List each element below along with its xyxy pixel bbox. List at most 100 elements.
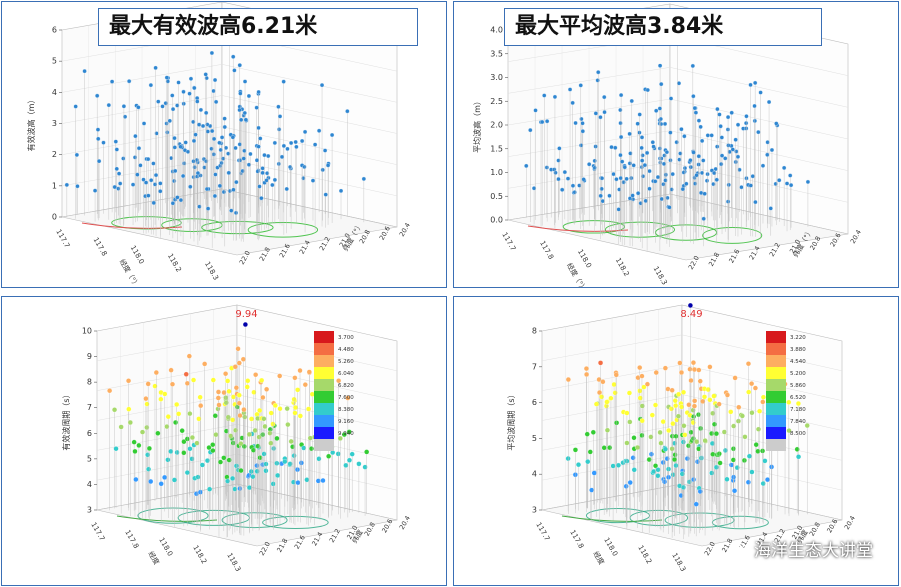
data-point	[209, 146, 214, 151]
data-point	[212, 77, 218, 83]
legend-label: 8.500	[790, 431, 806, 437]
data-point	[698, 425, 704, 431]
data-point	[202, 361, 208, 367]
x-tick-label: 118.3	[670, 552, 687, 573]
data-point	[579, 116, 584, 122]
data-point	[153, 369, 159, 376]
data-point	[705, 387, 711, 393]
data-point	[230, 394, 237, 400]
data-point	[160, 104, 165, 109]
data-point	[707, 364, 713, 370]
data-point	[581, 177, 586, 182]
data-point	[678, 369, 685, 376]
data-point	[691, 477, 697, 483]
data-point	[680, 389, 687, 395]
data-point	[688, 429, 694, 435]
z-tick-label: 20.4	[398, 514, 412, 531]
data-point	[281, 143, 287, 149]
data-point	[259, 196, 264, 201]
data-point	[694, 439, 700, 445]
data-point	[692, 105, 697, 111]
legend-swatch	[314, 367, 334, 379]
data-point	[215, 395, 221, 401]
data-point	[677, 157, 682, 162]
data-point	[639, 418, 645, 424]
data-point	[647, 186, 652, 191]
data-point	[218, 147, 223, 153]
data-point	[658, 160, 663, 165]
data-point	[308, 446, 315, 452]
data-point	[268, 410, 274, 416]
data-point	[221, 455, 227, 461]
data-point	[191, 138, 197, 144]
data-point	[688, 165, 693, 170]
data-point	[210, 377, 216, 383]
data-point	[707, 397, 713, 403]
data-point	[691, 150, 696, 155]
data-point	[587, 162, 592, 167]
data-point	[135, 172, 140, 177]
data-point	[627, 419, 633, 425]
data-point	[774, 121, 779, 126]
data-point	[187, 411, 193, 417]
data-point	[277, 127, 282, 132]
data-point	[188, 76, 194, 81]
data-point	[219, 135, 225, 140]
data-point	[364, 449, 370, 455]
data-point	[191, 119, 196, 125]
data-point	[116, 171, 122, 176]
data-point	[669, 387, 675, 393]
data-point	[336, 378, 342, 384]
data-point	[183, 140, 188, 145]
data-point	[169, 381, 176, 387]
y-tick-label: 5	[52, 57, 57, 66]
data-point	[260, 432, 266, 438]
legend-swatch	[766, 331, 786, 343]
data-point	[197, 204, 202, 209]
data-point	[756, 129, 761, 135]
data-point	[75, 184, 80, 189]
data-point	[144, 401, 150, 407]
data-point	[138, 163, 143, 168]
data-point	[631, 467, 637, 473]
data-point	[758, 90, 763, 95]
data-point	[557, 146, 562, 151]
data-point	[698, 124, 703, 130]
y-tick-label: 4.0	[490, 26, 503, 35]
data-point	[170, 107, 176, 112]
data-point	[622, 165, 627, 170]
data-point	[730, 457, 736, 463]
data-point	[709, 470, 715, 476]
data-point	[181, 450, 187, 456]
data-point	[335, 451, 341, 457]
data-point	[233, 210, 239, 216]
data-point	[735, 418, 741, 424]
data-point	[170, 93, 175, 98]
data-point	[272, 177, 278, 183]
data-point	[148, 478, 154, 485]
legend-swatch	[314, 415, 334, 427]
data-point	[584, 371, 590, 378]
data-point	[168, 367, 174, 373]
data-point	[290, 444, 296, 450]
data-point	[615, 462, 621, 468]
data-point	[343, 462, 349, 468]
data-point	[164, 424, 170, 430]
panel-wave-height: 0 1 2 3 4 5 6 有效波高（m） 117.7 117.8 118.0 118.2 118.3 经…	[1, 1, 447, 288]
data-point	[690, 63, 695, 69]
x-tick-label: 117.7	[89, 521, 106, 542]
data-point	[661, 182, 666, 187]
data-point	[240, 356, 246, 362]
data-point	[649, 412, 655, 418]
data-point	[556, 158, 561, 163]
data-point	[225, 414, 231, 420]
data-point	[690, 360, 696, 366]
data-point	[614, 177, 619, 182]
data-point	[637, 112, 642, 117]
legend-swatch	[314, 379, 334, 391]
data-point	[750, 174, 755, 179]
data-point	[241, 156, 246, 161]
data-point	[222, 124, 227, 130]
data-point	[362, 464, 368, 470]
data-point	[259, 377, 265, 383]
